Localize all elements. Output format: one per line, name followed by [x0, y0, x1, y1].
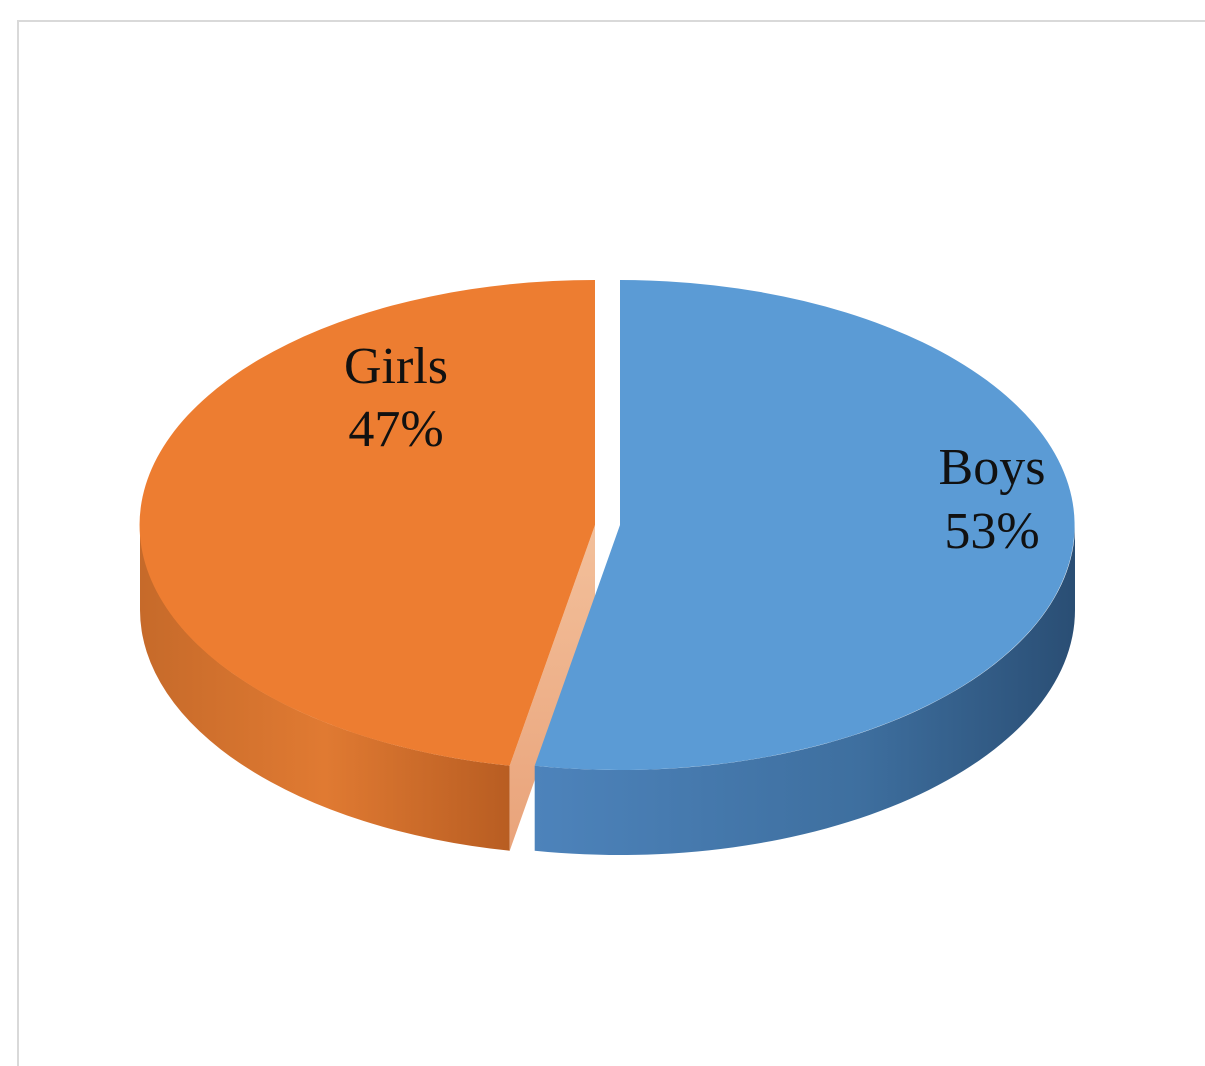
boys-slice-top — [534, 280, 1075, 770]
girls-category-label: Girls — [344, 338, 448, 395]
girls-slice-top — [139, 279, 595, 766]
pie-slice-boys — [534, 280, 1075, 856]
boys-percent-label: 53% — [944, 503, 1039, 560]
girls-percent-label: 47% — [348, 401, 443, 458]
boys-category-label: Boys — [939, 439, 1046, 496]
girls-slice-side — [139, 525, 510, 851]
girls-slice-cut-face — [509, 525, 595, 851]
boys-slice-side — [534, 525, 1075, 856]
pie-slice-girls — [139, 279, 595, 851]
